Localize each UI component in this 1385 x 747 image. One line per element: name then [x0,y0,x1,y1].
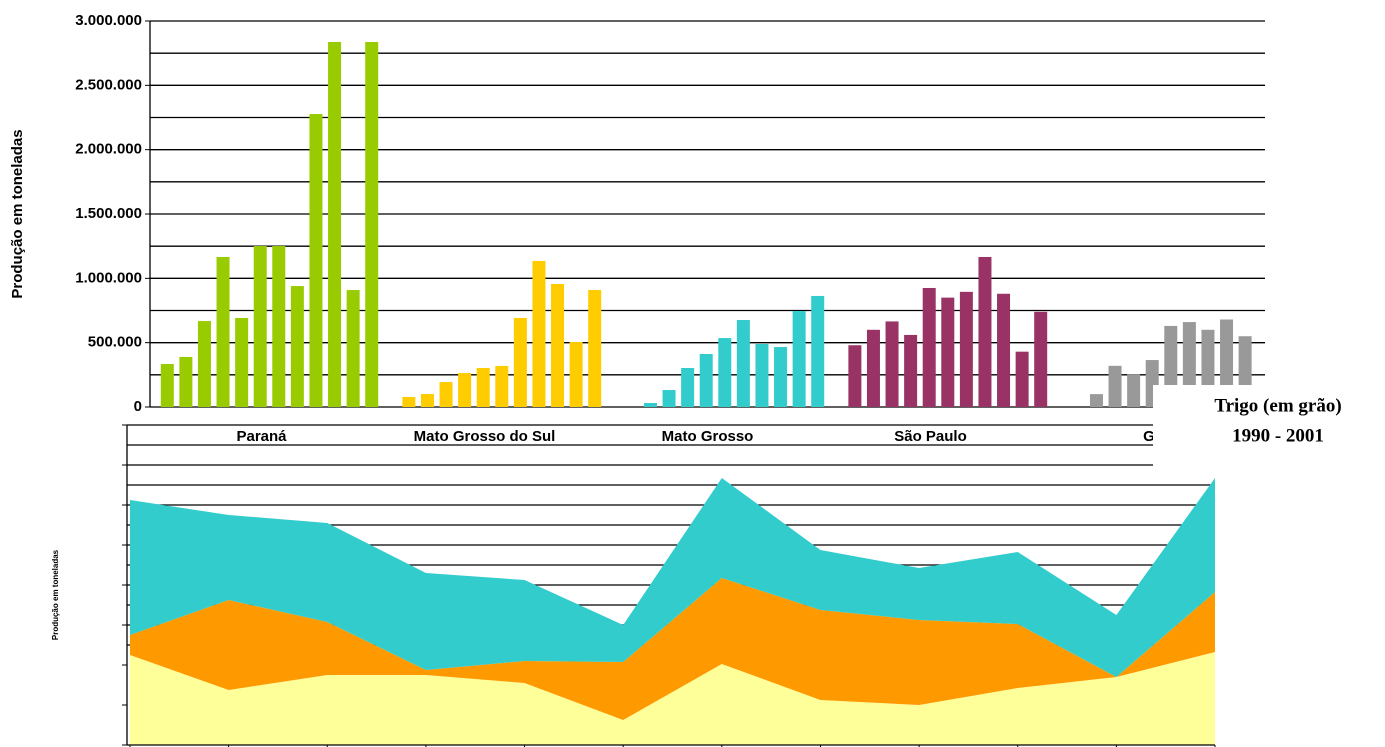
bar [1034,311,1048,407]
y-axis-title: Produção em toneladas [9,129,26,298]
y-tick-label: 2.500.000 [75,76,142,93]
bar [160,364,174,407]
bar [681,368,695,407]
bar [792,311,806,407]
bar [458,373,472,407]
bar [662,390,676,407]
x-tick-label: Mato Grosso [662,428,754,445]
bar [272,246,286,407]
bar [495,365,509,407]
x-tick-label: São Paulo [894,428,967,445]
bar [290,286,304,407]
area [130,478,1215,677]
bar [420,394,434,407]
title-box [1153,385,1385,470]
bar [235,317,249,407]
bar [811,295,825,407]
bar [997,293,1011,407]
x-tick-label: Mato Grosso do Sul [414,428,556,445]
bar [532,260,546,407]
bar [551,283,565,407]
bar [476,368,490,407]
bar [588,290,602,407]
bar [365,41,379,408]
x-tick-label: Paraná [236,428,287,445]
bar [1108,365,1122,407]
area [130,578,1215,720]
y-tick-label: 500.000 [88,334,142,351]
bar [179,356,193,407]
bar [904,334,918,407]
bottom-chart: Produção em toneladas [51,424,1216,747]
bar [346,290,360,407]
bar [402,396,416,407]
bar [1089,394,1103,407]
bar [1127,374,1141,407]
bar [253,246,267,407]
bar [569,342,583,407]
bar [216,256,230,407]
chart-title: Trigo (em grão) [1214,395,1341,416]
bar [197,321,211,407]
bar [643,403,657,407]
bar [774,347,788,407]
bar [959,291,973,407]
y-tick-label: 1.500.000 [75,205,142,222]
bar [755,343,769,407]
bar [1015,351,1029,407]
bar [941,297,955,407]
bar [699,353,713,407]
top-chart: 0 500.000 1.000.000 1.500.000 2.000.000 2.500… [9,12,1265,445]
bar [328,41,342,408]
y-axis-title: Produção em toneladas [51,549,60,640]
bar [866,329,880,407]
bar [736,320,750,407]
bar [848,345,862,407]
bar [309,114,323,407]
y-tick-label: 2.000.000 [75,141,142,158]
chart-subtitle: 1990 - 2001 [1232,425,1324,446]
area [130,652,1215,745]
bar [885,321,899,407]
y-tick-label: 3.000.000 [75,12,142,29]
bar [718,338,732,407]
bar [513,317,527,407]
bar [922,287,936,407]
y-tick-label: 0 [134,398,142,415]
bar [978,256,992,407]
bar [439,382,453,407]
y-tick-label: 1.000.000 [75,269,142,286]
